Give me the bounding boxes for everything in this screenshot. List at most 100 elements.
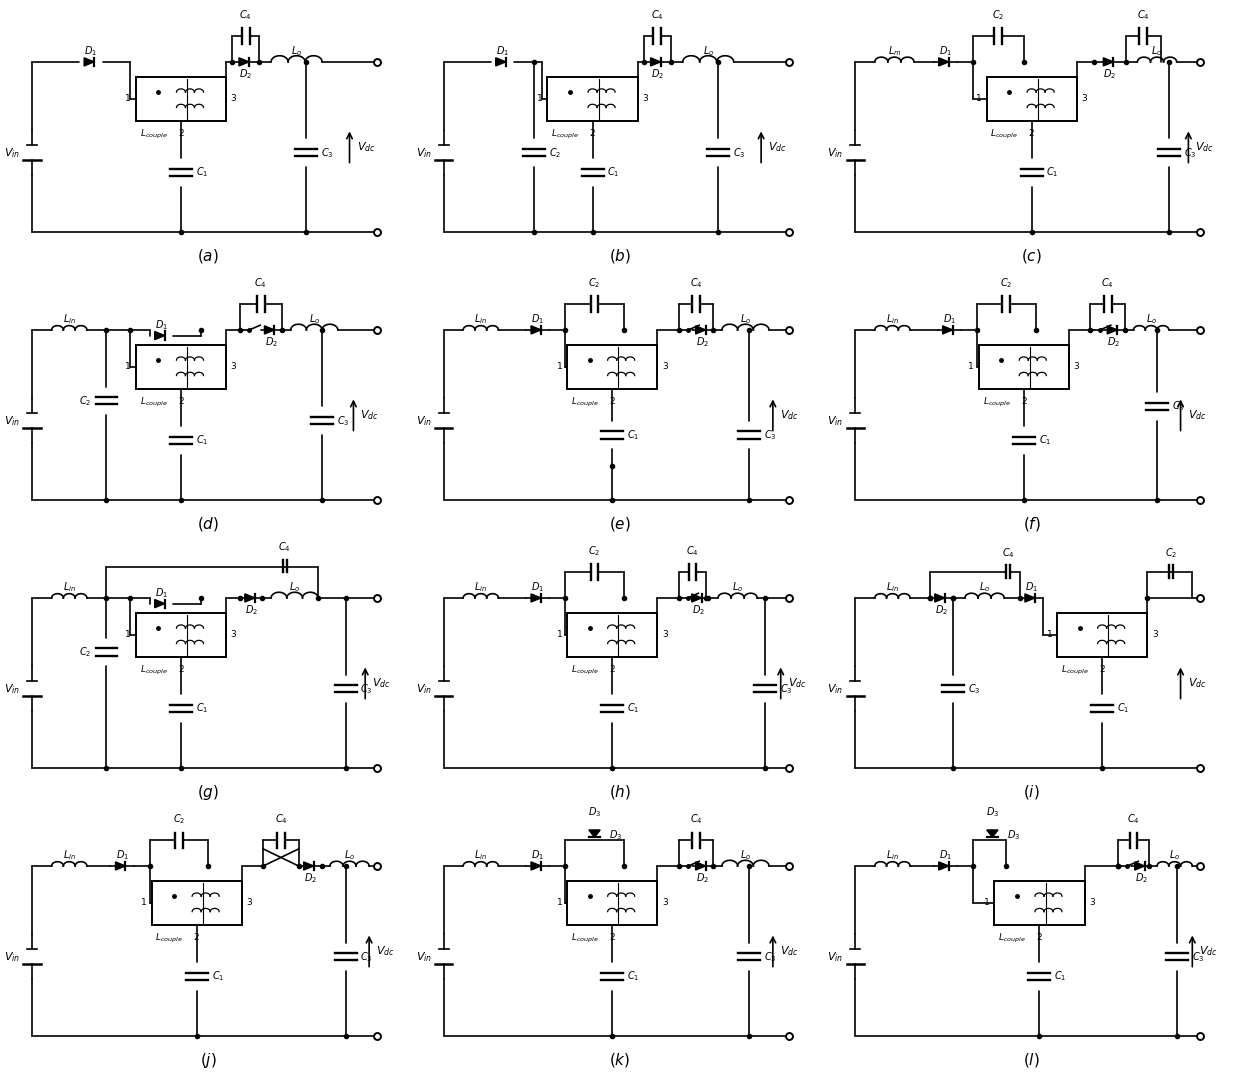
Text: 1: 1 — [125, 630, 131, 639]
Text: $D_{2}$: $D_{2}$ — [696, 871, 709, 884]
Text: 1: 1 — [141, 898, 146, 907]
Text: $V_{in}$: $V_{in}$ — [415, 414, 432, 428]
Text: $V_{dc}$: $V_{dc}$ — [361, 409, 379, 422]
Text: $D_{1}$: $D_{1}$ — [942, 312, 956, 326]
Text: 3: 3 — [247, 898, 252, 907]
Text: $V_{dc}$: $V_{dc}$ — [357, 141, 376, 154]
Text: $L_{o}$: $L_{o}$ — [703, 44, 714, 58]
Text: $L_{in}$: $L_{in}$ — [885, 312, 899, 326]
Text: $(j)$: $(j)$ — [200, 1051, 217, 1070]
Text: $D_{1}$: $D_{1}$ — [115, 849, 129, 862]
Text: $D_{2}$: $D_{2}$ — [1104, 67, 1116, 81]
Bar — [1056, 613, 1147, 657]
Text: $C_{4}$: $C_{4}$ — [1127, 813, 1140, 826]
Text: $D_{2}$: $D_{2}$ — [1107, 335, 1121, 349]
Text: 1: 1 — [1047, 630, 1053, 639]
Text: $C_{1}$: $C_{1}$ — [608, 165, 620, 179]
Text: $L_{couple}$: $L_{couple}$ — [140, 664, 167, 677]
Text: $(c)$: $(c)$ — [1022, 248, 1042, 265]
Polygon shape — [239, 57, 249, 66]
Text: $(a)$: $(a)$ — [197, 248, 219, 265]
Text: 3: 3 — [662, 362, 667, 371]
Text: $D_{2}$: $D_{2}$ — [1135, 871, 1148, 884]
Text: $(i)$: $(i)$ — [1023, 784, 1040, 801]
Bar — [151, 881, 242, 925]
Text: 3: 3 — [662, 630, 667, 639]
Text: $D_{2}$: $D_{2}$ — [696, 335, 709, 349]
Text: $C_{1}$: $C_{1}$ — [196, 702, 208, 716]
Text: $C_{4}$: $C_{4}$ — [274, 813, 288, 826]
Text: $L_{couple}$: $L_{couple}$ — [155, 932, 184, 945]
Text: 2: 2 — [609, 933, 615, 943]
Text: 3: 3 — [662, 898, 667, 907]
Text: 1: 1 — [537, 94, 543, 104]
Text: $C_{4}$: $C_{4}$ — [689, 277, 702, 290]
Text: $V_{dc}$: $V_{dc}$ — [1188, 409, 1207, 422]
Text: 2: 2 — [179, 665, 184, 675]
Text: $V_{in}$: $V_{in}$ — [4, 414, 20, 428]
Text: $V_{dc}$: $V_{dc}$ — [376, 944, 394, 958]
Text: $L_{m}$: $L_{m}$ — [888, 44, 901, 58]
Text: 2: 2 — [609, 665, 615, 675]
Polygon shape — [1104, 57, 1114, 66]
Text: 3: 3 — [642, 94, 649, 104]
Text: $D_{2}$: $D_{2}$ — [264, 335, 278, 349]
Text: $C_{4}$: $C_{4}$ — [254, 277, 267, 290]
Text: $D_{1}$: $D_{1}$ — [939, 849, 952, 862]
Text: $C_{1}$: $C_{1}$ — [627, 428, 640, 442]
Text: $V_{in}$: $V_{in}$ — [4, 950, 20, 963]
Text: $C_{2}$: $C_{2}$ — [992, 9, 1004, 22]
Text: 3: 3 — [1152, 630, 1158, 639]
Text: $V_{in}$: $V_{in}$ — [827, 682, 843, 695]
Text: $L_{in}$: $L_{in}$ — [885, 580, 899, 595]
Text: $L_{in}$: $L_{in}$ — [63, 580, 76, 595]
Text: 3: 3 — [1081, 94, 1087, 104]
Text: $D_{2}$: $D_{2}$ — [304, 871, 317, 884]
Polygon shape — [651, 57, 661, 66]
Polygon shape — [696, 325, 706, 334]
Polygon shape — [155, 600, 165, 608]
Text: $L_{o}$: $L_{o}$ — [978, 580, 991, 595]
Polygon shape — [84, 57, 94, 66]
Text: $D_{2}$: $D_{2}$ — [935, 603, 947, 617]
Text: $L_{couple}$: $L_{couple}$ — [570, 396, 599, 409]
Polygon shape — [939, 57, 949, 66]
Text: 1: 1 — [983, 898, 990, 907]
Text: $V_{dc}$: $V_{dc}$ — [768, 141, 787, 154]
Text: $V_{in}$: $V_{in}$ — [827, 950, 843, 963]
Text: $C_{4}$: $C_{4}$ — [1101, 277, 1114, 290]
Text: $D_3$: $D_3$ — [588, 805, 601, 819]
Bar — [567, 881, 657, 925]
Text: $V_{dc}$: $V_{dc}$ — [787, 676, 806, 690]
Text: $D_{2}$: $D_{2}$ — [692, 603, 704, 617]
Text: $D_{1}$: $D_{1}$ — [84, 44, 98, 58]
Text: $L_{o}$: $L_{o}$ — [1169, 849, 1180, 862]
Polygon shape — [531, 325, 541, 334]
Text: $D_{1}$: $D_{1}$ — [155, 318, 167, 332]
Text: $C_{3}$: $C_{3}$ — [780, 682, 792, 695]
Text: $L_{couple}$: $L_{couple}$ — [570, 932, 599, 945]
Polygon shape — [942, 325, 952, 334]
Bar — [987, 77, 1076, 121]
Text: $L_{couple}$: $L_{couple}$ — [998, 932, 1025, 945]
Text: $D_{1}$: $D_{1}$ — [496, 44, 508, 58]
Text: $V_{in}$: $V_{in}$ — [415, 146, 432, 160]
Text: $L_{in}$: $L_{in}$ — [474, 849, 487, 862]
Text: 1: 1 — [976, 94, 982, 104]
Text: $L_{o}$: $L_{o}$ — [1152, 44, 1163, 58]
Text: 3: 3 — [231, 94, 237, 104]
Text: $L_{couple}$: $L_{couple}$ — [140, 396, 167, 409]
Text: $L_{couple}$: $L_{couple}$ — [570, 664, 599, 677]
Text: $C_{3}$: $C_{3}$ — [1172, 400, 1184, 413]
Text: $D_3$: $D_3$ — [986, 805, 999, 819]
Text: $(b)$: $(b)$ — [609, 248, 631, 265]
Text: $C_{3}$: $C_{3}$ — [337, 414, 350, 428]
Text: $C_{4}$: $C_{4}$ — [1137, 9, 1149, 22]
Text: $(d)$: $(d)$ — [197, 516, 219, 533]
Text: $C_{1}$: $C_{1}$ — [196, 165, 208, 179]
Text: $D_{1}$: $D_{1}$ — [531, 849, 544, 862]
Text: $(l)$: $(l)$ — [1023, 1051, 1040, 1069]
Text: $V_{dc}$: $V_{dc}$ — [780, 944, 799, 958]
Text: 2: 2 — [609, 397, 615, 406]
Polygon shape — [155, 332, 165, 339]
